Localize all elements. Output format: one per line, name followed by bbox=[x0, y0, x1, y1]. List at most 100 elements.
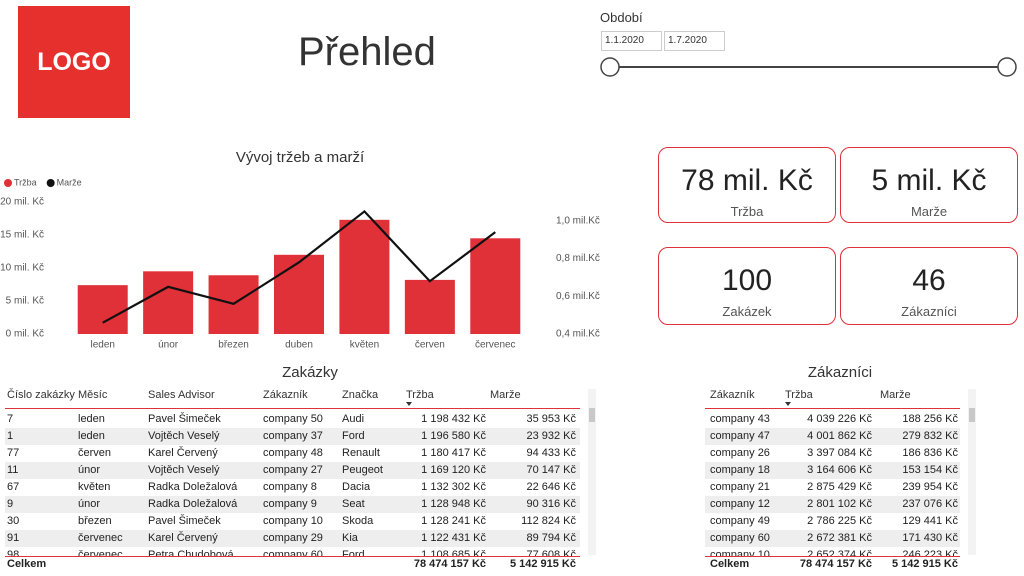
y2-tick-label: 0,8 mil.Kč bbox=[556, 253, 600, 264]
table-title: Zakázky bbox=[282, 364, 338, 381]
slider-handle[interactable] bbox=[600, 57, 620, 77]
table-cell: Peugeot bbox=[342, 464, 383, 476]
legend-label: Marže bbox=[57, 177, 82, 187]
table-cell: Ford bbox=[342, 549, 365, 557]
x-tick-label: květen bbox=[350, 340, 379, 351]
logo: LOGO bbox=[18, 6, 130, 118]
table-cell: 1 122 431 Kč bbox=[421, 532, 486, 544]
kpi-value: 78 mil. Kč bbox=[681, 164, 813, 197]
table-cell: únor bbox=[78, 498, 101, 510]
column-header: Zákazník bbox=[263, 389, 308, 401]
table-cell: 279 832 Kč bbox=[902, 430, 958, 442]
page-title: Přehled bbox=[298, 30, 436, 74]
y-tick-label: 15 mil. Kč bbox=[0, 230, 44, 241]
table-cell: company 12 bbox=[710, 498, 770, 510]
kpi-label: Zákazníci bbox=[901, 304, 957, 319]
table-cell: company 10 bbox=[710, 549, 770, 557]
total-cell: 5 142 915 Kč bbox=[891, 558, 958, 570]
table-cell: únor bbox=[78, 464, 101, 476]
column-header: Měsíc bbox=[78, 389, 108, 401]
table-cell: Karel Červený bbox=[148, 447, 218, 459]
table-cell: 30 bbox=[7, 515, 20, 527]
x-tick-label: březen bbox=[218, 340, 249, 351]
column-header: Číslo zakázky bbox=[7, 389, 75, 401]
x-tick-label: leden bbox=[90, 340, 114, 351]
table-cell: 77 608 Kč bbox=[526, 549, 576, 557]
table-cell: company 9 bbox=[263, 498, 317, 510]
table-cell: company 10 bbox=[263, 515, 323, 527]
date-start[interactable]: 1.1.2020 bbox=[601, 31, 662, 51]
row-background bbox=[705, 530, 960, 547]
column-header: Marže bbox=[490, 389, 521, 401]
table-cell: Petra Chudobová bbox=[148, 549, 234, 557]
table-cell: 9 bbox=[7, 498, 14, 510]
kpi-card: 78 mil. Kč Tržba bbox=[658, 147, 836, 223]
kpi-label: Zakázek bbox=[722, 304, 772, 319]
kpi-value: 46 bbox=[912, 264, 946, 297]
bar bbox=[274, 254, 324, 334]
table-cell: 67 bbox=[7, 481, 20, 493]
legend-marker bbox=[46, 179, 55, 187]
table-cell: Vojtěch Veselý bbox=[148, 430, 220, 442]
column-header: Sales Advisor bbox=[148, 389, 215, 401]
table-cell: 129 441 Kč bbox=[902, 515, 958, 527]
y-tick-label: 10 mil. Kč bbox=[0, 263, 44, 274]
x-tick-label: červenec bbox=[475, 340, 516, 351]
y2-tick-label: 0,6 mil.Kč bbox=[556, 291, 600, 302]
date-end[interactable]: 1.7.2020 bbox=[664, 31, 725, 51]
table-cell: company 29 bbox=[263, 532, 323, 544]
table-cell: 7 bbox=[7, 413, 14, 425]
table-cell: 98 bbox=[7, 549, 20, 557]
bar bbox=[339, 219, 390, 334]
bar bbox=[77, 285, 128, 334]
scroll-thumb bbox=[589, 408, 595, 422]
table-cell: Ford bbox=[342, 430, 365, 442]
row-background bbox=[705, 428, 960, 445]
range-slider[interactable] bbox=[590, 52, 1020, 82]
table-cell: 90 316 Kč bbox=[526, 498, 576, 510]
table-cell: 112 824 Kč bbox=[521, 515, 576, 527]
table-cell: Skoda bbox=[342, 515, 374, 527]
table-cell: březen bbox=[78, 515, 112, 527]
table-cell: Renault bbox=[342, 447, 380, 459]
kpi-card: 100 Zakázek bbox=[658, 247, 836, 325]
table-cell: 246 223 Kč bbox=[902, 549, 958, 557]
kpi-card: 46 Zákazníci bbox=[840, 247, 1018, 325]
header-line bbox=[5, 408, 580, 409]
table-cell: leden bbox=[78, 430, 105, 442]
table-cell: company 37 bbox=[263, 430, 323, 442]
column-header: Značka bbox=[342, 389, 379, 401]
table-cell: 77 bbox=[7, 447, 20, 459]
x-tick-label: červen bbox=[415, 340, 445, 351]
kpi-value: 5 mil. Kč bbox=[871, 164, 987, 197]
column-header: Tržba bbox=[785, 389, 813, 401]
table-cell: company 26 bbox=[710, 447, 770, 459]
table-cell: 2 875 429 Kč bbox=[807, 481, 872, 493]
table-cell: Kia bbox=[342, 532, 358, 544]
table-cell: 153 154 Kč bbox=[902, 464, 958, 476]
bar bbox=[404, 279, 455, 334]
kpi-card: 5 mil. Kč Marže bbox=[840, 147, 1018, 223]
scrollbar bbox=[968, 389, 976, 555]
table-cell: 1 196 580 Kč bbox=[421, 430, 486, 442]
table-cell: company 27 bbox=[263, 464, 323, 476]
table-cell: 1 198 432 Kč bbox=[421, 413, 486, 425]
row-background bbox=[5, 428, 580, 445]
table-cell: 186 836 Kč bbox=[902, 447, 958, 459]
table-cell: 2 672 381 Kč bbox=[807, 532, 872, 544]
table-cell: 1 132 302 Kč bbox=[421, 481, 486, 493]
legend-marker bbox=[4, 179, 12, 187]
column-header: Marže bbox=[880, 389, 911, 401]
table-cell: Dacia bbox=[342, 481, 371, 493]
bar bbox=[143, 271, 194, 334]
table-cell: 70 147 Kč bbox=[526, 464, 576, 476]
row-background bbox=[5, 530, 580, 547]
table-cell: Pavel Šimeček bbox=[148, 515, 221, 527]
table-cell: 1 169 120 Kč bbox=[421, 464, 486, 476]
slider-handle[interactable] bbox=[997, 57, 1017, 77]
table-cell: 3 397 084 Kč bbox=[807, 447, 872, 459]
table-cell: 1 180 417 Kč bbox=[421, 447, 486, 459]
table-cell: Seat bbox=[342, 498, 365, 510]
x-tick-label: duben bbox=[285, 340, 313, 351]
